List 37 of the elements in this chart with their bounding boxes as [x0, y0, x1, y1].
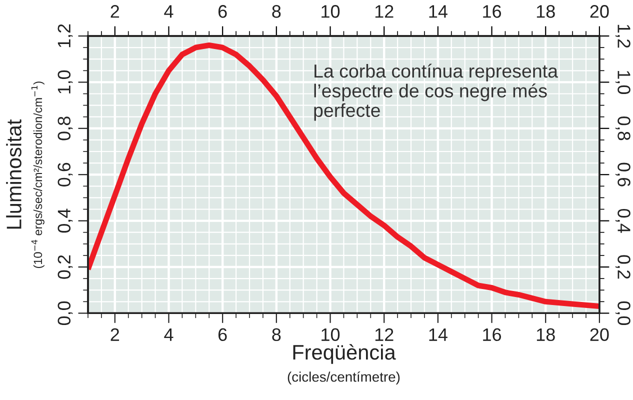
y-tick-label: 0,2	[58, 255, 73, 279]
x-tick-label: 16	[483, 328, 502, 342]
y2-tick-label: 0,0	[615, 301, 630, 326]
y2-tick-label: 1,0	[615, 71, 630, 94]
text: Lluminositat (10$^{−4}$ ergs/sec/cm²/sterodion/cm$^{−1}$)	[6, 82, 44, 268]
x-tick-label: 6	[218, 328, 227, 342]
y2-tick-label: 0,4	[615, 208, 630, 233]
y-tick-label: 0,8	[58, 116, 73, 140]
y2-tick-label: 1,2	[615, 24, 630, 48]
x-tick-label: 12	[375, 328, 394, 341]
x-tick-label: 14	[429, 328, 448, 341]
y-tick-label: 1,2	[58, 24, 73, 48]
y2-tick-label: 0,6	[615, 162, 630, 186]
x-tick-label: 20	[590, 328, 609, 342]
x2-tick-label: 10	[322, 5, 340, 18]
y-tick-label: 1,0	[58, 70, 73, 94]
x-tick-label: 2	[110, 328, 120, 341]
y-tick-label: 0,4	[58, 208, 73, 233]
x2-tick-label: 12	[375, 5, 394, 18]
y-tick-label: 0,0	[58, 301, 73, 326]
x2-tick-label: 8	[272, 5, 281, 18]
x2-tick-label: 2	[110, 5, 120, 18]
x-tick-label: 4	[164, 328, 174, 341]
x2-tick-label: 20	[590, 5, 609, 18]
y-tick-label: 0,6	[58, 162, 73, 186]
annotation: La corba contínua representa l’espectre de cos negre més perfecte	[314, 64, 558, 121]
y2-tick-label: 0,2	[615, 255, 630, 279]
x-axis-title: Freqüència (cicles/centímetre)	[288, 344, 400, 385]
x2-tick-label: 4	[164, 5, 174, 18]
x-tick-label: 18	[536, 328, 555, 342]
x2-tick-label: 6	[218, 5, 227, 18]
x2-tick-label: 18	[536, 5, 555, 18]
x2-tick-label: 16	[483, 5, 502, 18]
x-tick-label: 10	[322, 328, 340, 342]
y2-tick-label: 0,8	[615, 116, 630, 140]
x-tick-label: 8	[272, 328, 281, 342]
x2-tick-label: 14	[429, 5, 448, 18]
